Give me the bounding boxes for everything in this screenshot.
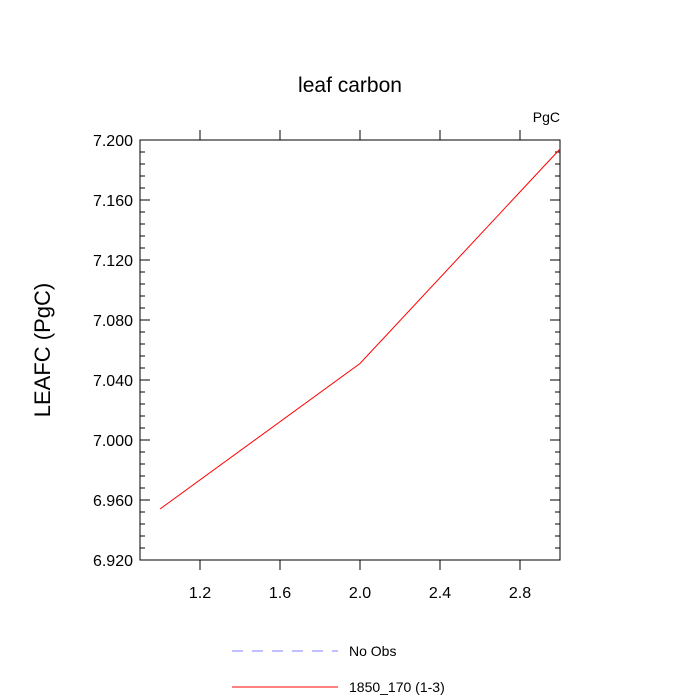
y-tick-label: 7.200 [93,133,133,150]
axis-ticks: 6.920 6.960 7.000 7.040 7.080 7.120 7.160 7.200… [93,130,560,602]
series-layer [159,148,561,510]
y-tick-label: 7.120 [93,253,133,270]
y-tick-label: 6.920 [93,553,133,570]
legend-label: 1850_170 (1-3) [349,679,445,695]
x-tick-label: 1.2 [189,585,211,602]
x-tick-label: 2.4 [429,585,451,602]
chart-title: leaf carbon [298,74,402,97]
y-tick-label: 6.960 [93,493,133,510]
y-axis-label: LEAFC (PgC) [30,283,55,417]
series-line [159,148,561,510]
x-tick-label: 2.8 [509,585,531,602]
legend-label: No Obs [349,643,396,659]
x-tick-label: 2.0 [349,585,371,602]
plot-frame [139,139,561,561]
x-tick-label: 1.6 [269,585,291,602]
legend: No Obs 1850_170 (1-3) [232,643,445,695]
y-tick-label: 7.040 [93,373,133,390]
y-tick-label: 7.080 [93,313,133,330]
y-tick-label: 7.000 [93,433,133,450]
units-label: PgC [533,109,560,125]
y-tick-label: 7.160 [93,193,133,210]
